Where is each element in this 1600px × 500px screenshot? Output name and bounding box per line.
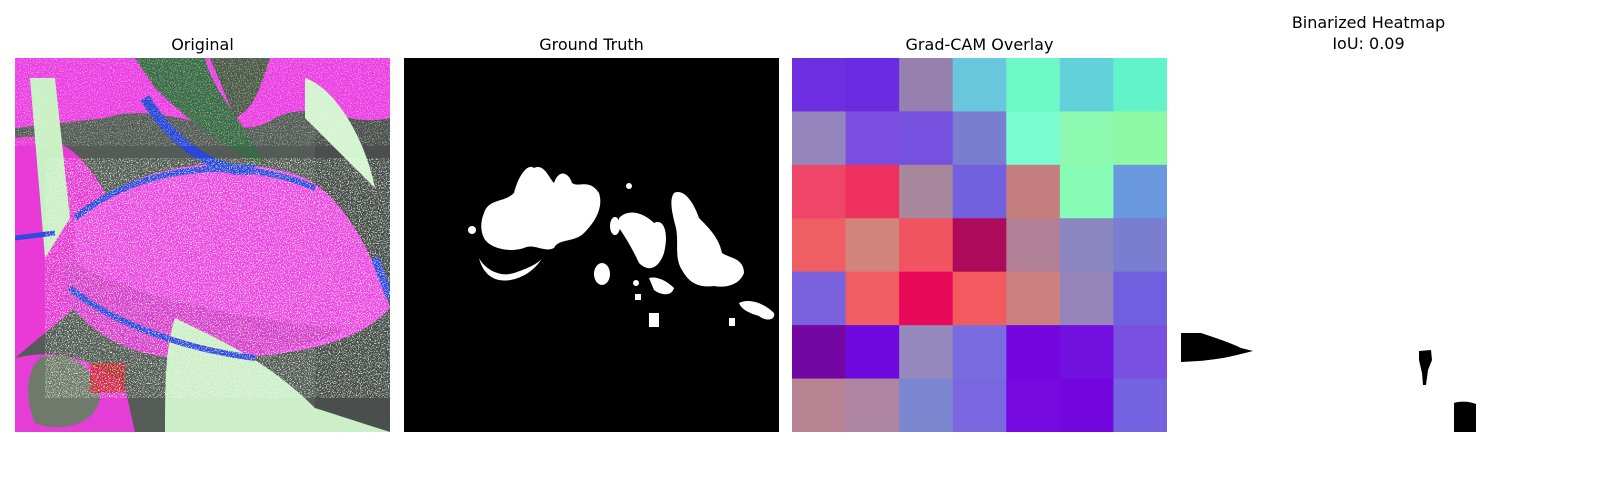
- heatmap-cell-r0-c2: [899, 58, 954, 113]
- binarized-heatmap-title: Binarized Heatmap: [1291, 13, 1446, 32]
- heatmap-cell-r1-c0: [792, 111, 847, 166]
- gradcam-overlay-title: Grad-CAM Overlay: [905, 35, 1054, 54]
- heatmap-cell-r4-c6: [1113, 271, 1167, 326]
- heatmap-cell-r2-c4: [1006, 164, 1061, 219]
- heatmap-cell-r6-c1: [845, 378, 900, 432]
- heatmap-cell-r1-c2: [899, 111, 954, 166]
- original-title: Original: [171, 35, 234, 54]
- binarized-heatmap: [1181, 58, 1556, 432]
- heatmap-cell-r6-c0: [792, 378, 847, 432]
- heatmap-cell-r2-c0: [792, 164, 847, 219]
- heatmap-cell-r1-c1: [845, 111, 900, 166]
- heatmap-cell-r3-c5: [1059, 218, 1115, 273]
- ground-truth-title: Ground Truth: [539, 35, 644, 54]
- heatmap-cell-r4-c0: [792, 271, 847, 326]
- heatmap-cell-r4-c4: [1006, 271, 1061, 326]
- heatmap-cell-r5-c3: [952, 325, 1007, 380]
- heatmap-cell-r6-c2: [899, 378, 954, 432]
- heatmap-cell-r1-c4: [1006, 111, 1061, 166]
- heatmap-cell-r2-c3: [952, 164, 1007, 219]
- heatmap-cell-r0-c0: [792, 58, 847, 113]
- heatmap-cell-r3-c6: [1113, 218, 1167, 273]
- heatmap-cell-r5-c5: [1059, 325, 1115, 380]
- heatmap-cell-r6-c6: [1113, 378, 1167, 432]
- heatmap-cell-r5-c1: [845, 325, 900, 380]
- heatmap-cell-r0-c3: [952, 58, 1007, 113]
- original-image: [15, 58, 390, 432]
- heatmap-cell-r3-c0: [792, 218, 847, 273]
- heatmap-cell-r0-c5: [1059, 58, 1115, 113]
- ground-truth-mask: [404, 58, 779, 432]
- heatmap-cell-r3-c1: [845, 218, 900, 273]
- heatmap-cell-r3-c4: [1006, 218, 1061, 273]
- heatmap-cell-r4-c5: [1059, 271, 1115, 326]
- heatmap-cell-r1-c6: [1113, 111, 1167, 166]
- heatmap-cell-r0-c1: [845, 58, 900, 113]
- heatmap-cell-r6-c5: [1059, 378, 1115, 432]
- heatmap-cell-r1-c3: [952, 111, 1007, 166]
- heatmap-cell-r6-c3: [952, 378, 1007, 432]
- heatmap-cell-r2-c1: [845, 164, 900, 219]
- heatmap-cell-r4-c3: [952, 271, 1007, 326]
- heatmap-cell-r3-c2: [899, 218, 954, 273]
- gradcam-overlay-heatmap: [792, 58, 1167, 432]
- heatmap-cell-r2-c5: [1059, 164, 1115, 219]
- heatmap-cell-r0-c6: [1113, 58, 1167, 113]
- heatmap-cell-r3-c3: [952, 218, 1007, 273]
- heatmap-cell-r6-c4: [1006, 378, 1061, 432]
- heatmap-cell-r4-c1: [845, 271, 900, 326]
- heatmap-cell-r2-c6: [1113, 164, 1167, 219]
- heatmap-cell-r1-c5: [1059, 111, 1115, 166]
- heatmap-cell-r4-c2: [899, 271, 954, 326]
- heatmap-cell-r5-c4: [1006, 325, 1061, 380]
- heatmap-cell-r5-c6: [1113, 325, 1167, 380]
- heatmap-cell-r0-c4: [1006, 58, 1061, 113]
- heatmap-cell-r5-c2: [899, 325, 954, 380]
- heatmap-cell-r5-c0: [792, 325, 847, 380]
- heatmap-cell-r2-c2: [899, 164, 954, 219]
- iou-score-label: IoU: 0.09: [1332, 34, 1405, 53]
